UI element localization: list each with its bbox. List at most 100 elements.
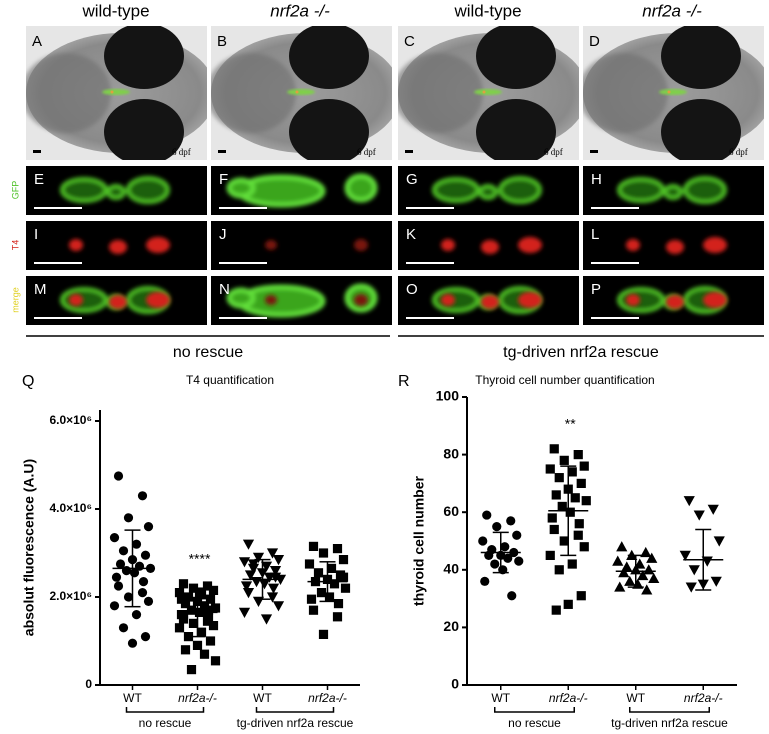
y-tick-label: 0 bbox=[85, 677, 92, 691]
data-point bbox=[547, 513, 557, 523]
group-bracket bbox=[255, 707, 335, 713]
y-tick-label: 60 bbox=[443, 503, 459, 519]
data-point bbox=[338, 555, 349, 565]
data-point bbox=[616, 541, 628, 552]
data-point bbox=[554, 565, 564, 575]
data-point bbox=[269, 572, 282, 583]
data-point bbox=[318, 629, 329, 639]
data-point bbox=[143, 522, 154, 532]
data-point bbox=[333, 599, 344, 609]
data-point bbox=[332, 612, 343, 622]
data-point bbox=[612, 555, 624, 566]
data-point bbox=[557, 501, 567, 512]
data-point bbox=[203, 605, 214, 615]
panel-letter: O bbox=[406, 281, 418, 298]
data-point bbox=[180, 645, 191, 655]
data-point bbox=[140, 632, 151, 642]
data-point bbox=[490, 559, 500, 569]
brightfield-image bbox=[393, 23, 588, 165]
data-point bbox=[640, 546, 652, 558]
data-point bbox=[242, 539, 255, 550]
data-point bbox=[205, 594, 216, 604]
data-point bbox=[559, 455, 569, 465]
data-point bbox=[186, 665, 197, 675]
data-point bbox=[244, 570, 257, 581]
data-point bbox=[304, 559, 315, 569]
stage-label: 6 dpf bbox=[172, 147, 191, 157]
data-point bbox=[183, 632, 194, 642]
data-point bbox=[210, 603, 221, 613]
panel-letter: C bbox=[404, 33, 415, 50]
y-tick-label: 4.0×10⁶ bbox=[49, 501, 92, 515]
stage-label: 6 dpf bbox=[544, 147, 563, 157]
data-point bbox=[648, 572, 660, 584]
y-tick-label: 2.0×10⁶ bbox=[49, 589, 92, 603]
group-label: tg-driven nrf2a rescue bbox=[611, 716, 728, 730]
data-point bbox=[121, 566, 132, 576]
data-point bbox=[551, 490, 561, 500]
data-point bbox=[178, 610, 189, 620]
data-point bbox=[118, 546, 129, 556]
data-point bbox=[545, 464, 555, 474]
data-point bbox=[545, 550, 555, 560]
data-point bbox=[324, 592, 335, 602]
data-point bbox=[308, 541, 319, 551]
data-point bbox=[186, 605, 197, 615]
data-point bbox=[318, 548, 329, 558]
data-point bbox=[123, 513, 134, 523]
data-point bbox=[492, 522, 502, 532]
rescue-label: tg-driven nrf2a rescue bbox=[503, 344, 659, 361]
data-point bbox=[137, 588, 148, 598]
data-point bbox=[238, 557, 251, 568]
data-point bbox=[679, 550, 691, 561]
data-point bbox=[643, 564, 655, 575]
data-point bbox=[316, 588, 327, 598]
fluorescence-panels bbox=[26, 166, 764, 325]
data-point bbox=[637, 569, 649, 581]
group-bracket bbox=[125, 707, 205, 713]
data-point bbox=[260, 561, 273, 572]
data-point bbox=[208, 585, 219, 595]
data-point bbox=[137, 491, 148, 501]
group-bracket bbox=[494, 707, 575, 713]
data-point bbox=[685, 582, 697, 593]
data-point bbox=[713, 536, 725, 547]
column-header: wild-type bbox=[81, 1, 149, 20]
data-point bbox=[567, 467, 577, 477]
significance: **** bbox=[189, 551, 211, 567]
data-point bbox=[551, 605, 561, 615]
data-point bbox=[127, 638, 138, 648]
data-point bbox=[507, 591, 517, 601]
data-point bbox=[111, 572, 122, 582]
data-point bbox=[512, 530, 522, 540]
data-point bbox=[178, 579, 189, 589]
chart-title: T4 quantification bbox=[186, 373, 274, 387]
y-tick-label: 20 bbox=[443, 618, 459, 634]
column-header: wild-type bbox=[453, 1, 521, 20]
data-point bbox=[632, 578, 644, 589]
data-point bbox=[549, 524, 559, 535]
data-point bbox=[202, 616, 213, 626]
data-point bbox=[266, 548, 279, 559]
x-tick-label: WT bbox=[123, 691, 142, 705]
data-point bbox=[129, 568, 140, 578]
data-point bbox=[500, 542, 510, 552]
x-tick-label: WT bbox=[626, 691, 645, 705]
x-tick-label: WT bbox=[253, 691, 272, 705]
data-point bbox=[118, 623, 129, 633]
data-point bbox=[308, 605, 319, 615]
panel-letter: J bbox=[219, 226, 227, 243]
x-tick-label: nrf2a-/- bbox=[178, 691, 217, 705]
data-point bbox=[138, 577, 149, 587]
data-point bbox=[503, 553, 513, 563]
data-point bbox=[109, 601, 120, 611]
data-point bbox=[196, 627, 207, 637]
data-point bbox=[646, 552, 658, 563]
data-point bbox=[131, 539, 142, 549]
data-point bbox=[707, 504, 719, 515]
data-point bbox=[272, 601, 285, 612]
data-point bbox=[514, 556, 524, 566]
y-tick-label: 40 bbox=[443, 561, 459, 577]
panel-letter: M bbox=[34, 281, 47, 298]
